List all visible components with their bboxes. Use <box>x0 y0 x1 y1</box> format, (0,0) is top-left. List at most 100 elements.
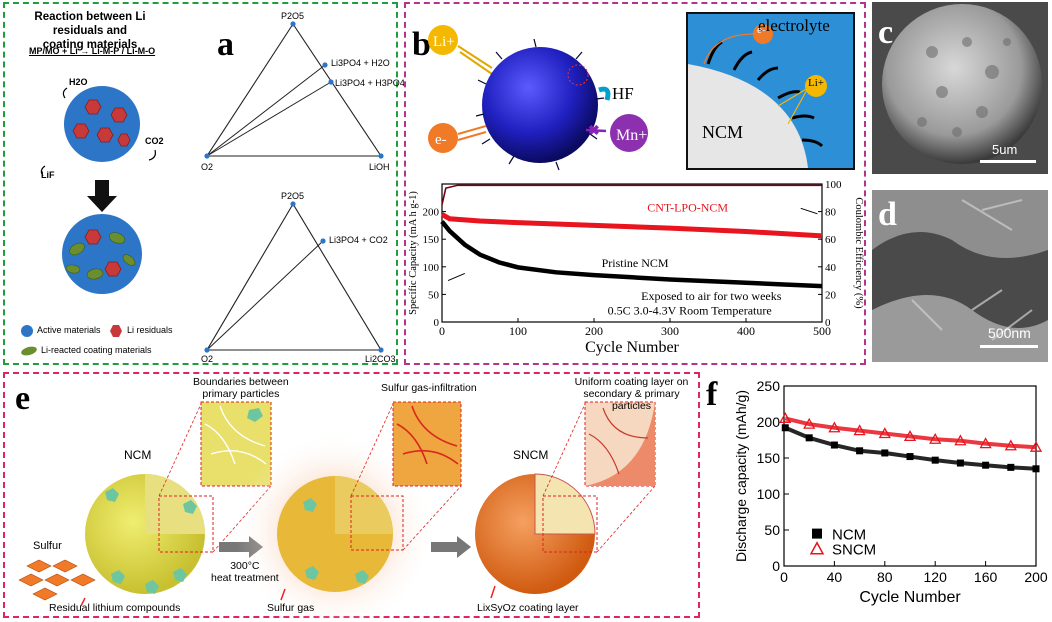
tri1-product2: Li3PO4 + H3PO4 <box>335 78 405 88</box>
chart-f-ytick-label: 50 <box>764 522 780 538</box>
chart-f-point-sncm <box>803 417 816 429</box>
chart-b: 0 100 200 300 400 500050100150200020406080100… <box>408 179 864 356</box>
panel-d-scale: 500nm <box>988 325 1031 341</box>
chart-b-y2tick-label: 80 <box>825 207 837 219</box>
chart-b-series-2 <box>441 184 822 205</box>
label-sulfur: Sulfur <box>33 540 62 552</box>
panel-f-letter: f <box>706 376 718 413</box>
chart-b-xtick-label: 200 <box>585 324 603 338</box>
chart-f-point-sncm <box>929 432 942 444</box>
mn-plus-label: Mn+ <box>616 127 647 144</box>
chart-b-y2tick-label: 0 <box>825 317 831 329</box>
panel-a-equation: MP/MO + Li → Li-M-P / Li-M-O <box>29 46 156 56</box>
chart-f-point-ncm <box>805 434 813 442</box>
chart-f-ylabel: Discharge capacity (mAh/g) <box>733 390 749 562</box>
panel-b: b Li+ HF e- ✖ Mn+ <box>404 2 866 365</box>
chart-f-frame <box>783 385 1037 567</box>
chart-f-point-ncm <box>906 453 914 461</box>
tri1-left: O2 <box>201 162 214 172</box>
chart-f-xtick-label: 40 <box>827 569 843 585</box>
chart-b-y2tick-label: 40 <box>825 262 837 274</box>
legend-li-reacted: Li-reacted coating materials <box>41 345 152 355</box>
li-plus-label: Li+ <box>433 34 455 50</box>
chart-b-ytick-label: 50 <box>428 289 440 301</box>
chart-f-point-ncm <box>982 461 990 469</box>
chart-f-point-sncm <box>853 424 866 436</box>
chart-f-point-sncm <box>828 421 841 433</box>
tri1-top: P2O5 <box>281 11 305 21</box>
chart-b-xtick-label: 400 <box>737 324 755 338</box>
label-uniform: Uniform coating layer on secondary & pri… <box>574 376 689 412</box>
chart-f-ytick-label: 100 <box>757 486 781 502</box>
tri2-right: Li2CO3 <box>365 354 396 364</box>
chart-f-xtick-label: 120 <box>924 569 948 585</box>
chart-f-ytick-label: 250 <box>757 378 781 394</box>
chart-b-frame <box>441 183 823 323</box>
chart-b-y2tick-label: 60 <box>825 234 837 246</box>
chart-b-ytick-label: 200 <box>423 207 440 219</box>
chart-b-series-0 <box>440 212 823 239</box>
chart-f-point-sncm <box>779 412 792 424</box>
chart-f-ytick-label: 0 <box>772 558 780 574</box>
panel-a-particles: H2O CO2 LiF <box>21 21 384 356</box>
chart-b-arrow-left <box>447 272 465 282</box>
panel-a: Reaction between Li residuals and coating… <box>3 2 405 365</box>
chart-b-xlabel: Cycle Number <box>585 339 679 356</box>
chart-b-ann-conditions: 0.5C 3.0-4.3V Room Temperature <box>608 303 772 317</box>
panel-d-letter: d <box>878 196 897 233</box>
chart-f-series-0 <box>784 425 1037 471</box>
inset-ncm: NCM <box>702 122 744 142</box>
chart-f-point-sncm <box>1029 440 1043 452</box>
panel-d-scalebar <box>980 345 1038 348</box>
panel-e-letter: e <box>15 380 31 417</box>
tri2-top: P2O5 <box>281 191 305 201</box>
inset-electrolyte: electrolyte <box>758 16 830 35</box>
legend-active: Active materials <box>37 325 101 335</box>
chart-f-point-ncm <box>931 456 939 464</box>
panel-b-schematic: Li+ HF e- ✖ Mn+ <box>428 25 648 171</box>
panel-c-letter: c <box>878 14 894 51</box>
chart-f-point-ncm <box>830 441 838 449</box>
chart-f-xtick-label: 0 <box>780 569 788 585</box>
legend-li-residuals: Li residuals <box>127 325 173 335</box>
label-heat: 300°C heat treatment <box>211 560 279 584</box>
label-coating: LixSyOz coating layer <box>477 602 579 614</box>
chart-f-legend-sncm: SNCM <box>832 542 876 559</box>
chart-f-series-1 <box>784 416 1037 450</box>
inset-li: Li+ <box>808 77 824 89</box>
co2-label: CO2 <box>145 136 164 146</box>
panel-a-title: Reaction between Li residuals and coating… <box>34 11 146 51</box>
hf-label: HF <box>612 84 634 103</box>
chart-f-xtick-label: 200 <box>1024 569 1048 585</box>
chart-b-ytick-label: 150 <box>423 234 440 246</box>
chart-f-point-sncm <box>903 430 917 442</box>
panel-b-letter: b <box>412 26 431 63</box>
panel-c-sem: c 5um <box>872 2 1048 174</box>
chart-f-point-ncm <box>956 459 964 467</box>
chart-f-point-sncm <box>954 434 967 446</box>
chart-f-ytick-label: 150 <box>757 450 781 466</box>
panel-a-letter: a <box>217 26 234 63</box>
label-sulfur-gas-inf: Sulfur gas-infiltration <box>381 382 477 394</box>
lif-label: LiF <box>41 170 55 180</box>
inset-e: e- <box>757 24 766 36</box>
panel-e: e <box>3 372 700 620</box>
chart-b-xtick-label: 500 <box>813 324 831 338</box>
chart-f-xtick-label: 80 <box>877 569 893 585</box>
tri1-product1: Li3PO4 + H2O <box>331 58 390 68</box>
chart-f-legend-sncm-marker <box>809 541 825 555</box>
chart-b-series-1 <box>440 220 823 289</box>
chart-b-ytick-label: 0 <box>434 317 440 329</box>
tri2-left: O2 <box>201 354 214 364</box>
label-sulfur-gas: Sulfur gas <box>267 602 315 614</box>
chart-f-xtick-label: 160 <box>974 569 998 585</box>
chart-b-arrow-right <box>800 207 818 215</box>
chart-b-ytick-label: 100 <box>423 262 440 274</box>
chart-f-point-sncm <box>1004 439 1017 451</box>
chart-f-xlabel: Cycle Number <box>859 589 961 606</box>
chart-b-y2tick-label: 20 <box>825 289 837 301</box>
chart-f-point-ncm <box>1007 463 1015 471</box>
chart-b-y2label: Coulombic Efficiency (%) <box>853 197 864 309</box>
chart-b-xtick-label: 300 <box>661 324 679 338</box>
